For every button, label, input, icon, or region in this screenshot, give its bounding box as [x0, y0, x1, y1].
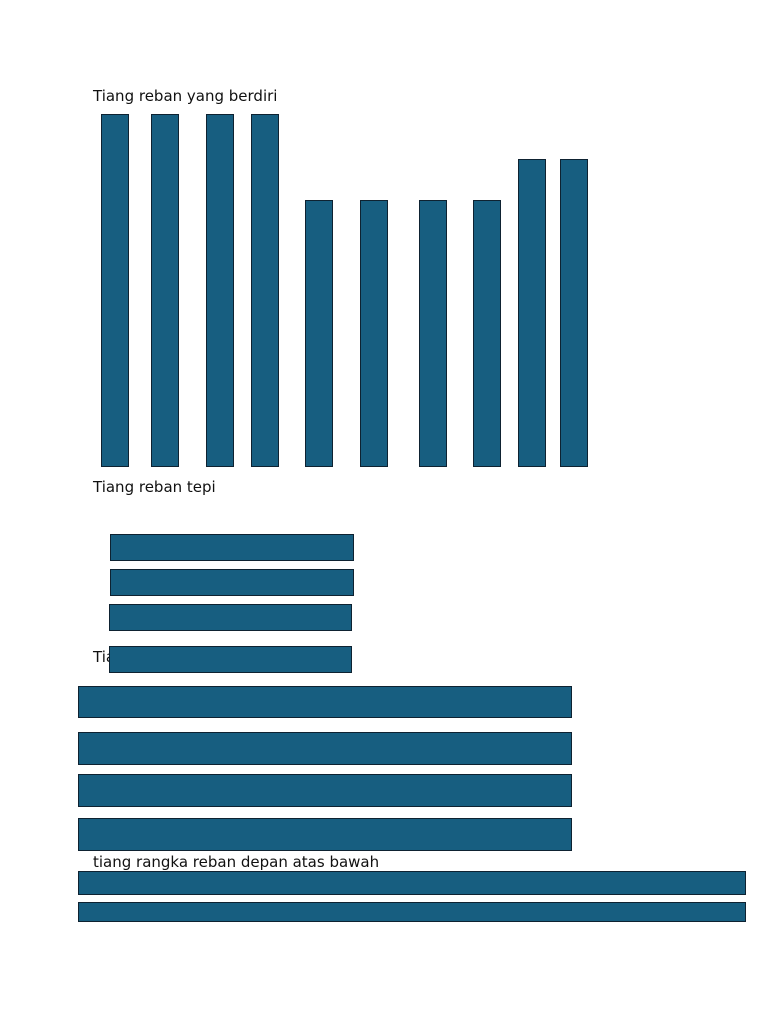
section-label-side-posts: Tiang reban tepi — [93, 478, 216, 496]
standing-post — [360, 200, 388, 467]
long-post — [78, 774, 572, 807]
standing-post — [473, 200, 501, 467]
standing-post — [419, 200, 447, 467]
section-label-standing-posts: Tiang reban yang berdiri — [93, 87, 278, 105]
front-frame-posts-group — [78, 871, 746, 922]
front-frame-post — [78, 871, 746, 895]
standing-post — [206, 114, 234, 467]
front-frame-post — [78, 902, 746, 922]
standing-post — [151, 114, 179, 467]
long-post — [78, 686, 572, 718]
standing-post — [560, 159, 588, 467]
standing-posts-group — [101, 114, 588, 467]
standing-post — [305, 200, 333, 467]
long-post — [78, 732, 572, 765]
side-post — [110, 534, 354, 561]
standing-post — [251, 114, 279, 467]
side-post — [109, 604, 352, 631]
long-post — [78, 818, 572, 851]
side-post — [110, 569, 354, 596]
side-posts-group — [109, 534, 354, 673]
standing-post — [101, 114, 129, 467]
long-posts-group — [78, 686, 572, 851]
section-label-front-frame-posts: tiang rangka reban depan atas bawah — [93, 853, 380, 871]
standing-post — [518, 159, 546, 467]
side-post — [109, 646, 352, 673]
